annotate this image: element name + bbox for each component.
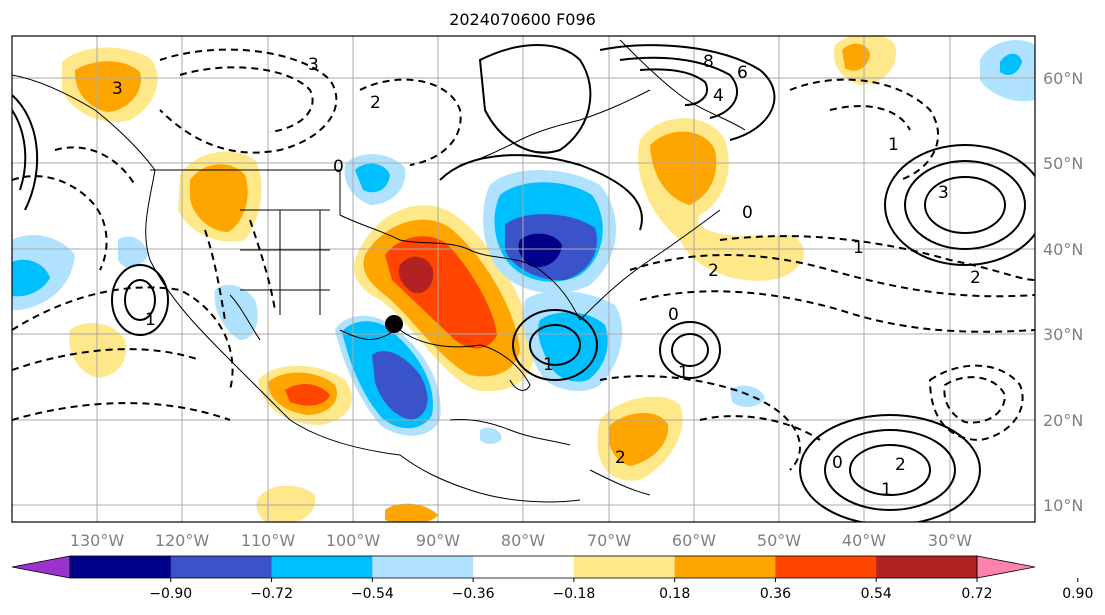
anomaly-alaska-core: [74, 61, 141, 112]
contours-solid: [12, 44, 1035, 522]
contour-label: 0: [742, 203, 753, 223]
colorbar-segment: [876, 556, 978, 578]
colorbar-segment: [271, 556, 373, 578]
plot-frame: [11, 35, 1036, 523]
anomaly-mexico-red: [285, 383, 330, 406]
lat-label: 50°N: [1043, 154, 1083, 173]
contour-label: 0: [668, 305, 679, 325]
lon-label: 60°W: [672, 531, 716, 550]
colorbar-tick-label: −0.18: [552, 586, 595, 602]
lon-label: 110°W: [241, 531, 296, 550]
anomaly-central-am: [256, 485, 316, 522]
anomaly-greenland-e2: [1000, 53, 1022, 75]
anomaly-caribbean-cool: [480, 427, 502, 444]
colorbar-segment: [372, 556, 474, 578]
colorbar-segment: [473, 556, 575, 578]
colorbar-segment: [70, 556, 172, 578]
colorbar-tick-label: 0.72: [961, 586, 992, 602]
colorbar-tick-label: −0.36: [452, 586, 495, 602]
contour-label: 1: [678, 363, 689, 383]
latitude-labels: 60°N 50°N 40°N 30°N 20°N 10°N: [1043, 69, 1083, 515]
lon-label: 80°W: [501, 531, 545, 550]
contour-label: 0: [333, 157, 344, 177]
anomaly-canada-core: [355, 163, 390, 193]
contour-label: 3: [112, 79, 123, 99]
anomaly-pacific-w2: [12, 259, 50, 297]
contour-labels: 3 4 6 8 0 2 1 3 2 1 2 0 1 2 0 1 1 1 2 0 …: [112, 52, 981, 500]
contour-label: 1: [543, 355, 554, 375]
anomaly-caribbean-core: [608, 412, 669, 466]
contour-label: 3: [308, 55, 319, 75]
storm-position-marker: [385, 315, 403, 333]
lat-label: 60°N: [1043, 69, 1083, 88]
colorbar-segment: [573, 556, 676, 578]
contour-label: 6: [737, 63, 748, 83]
lon-label: 70°W: [587, 531, 631, 550]
anomaly-rockies-core: [190, 164, 248, 232]
lat-label: 20°N: [1043, 411, 1083, 430]
anomaly-gulf-blue: [372, 351, 428, 420]
anomaly-newfoundland-core: [650, 131, 717, 205]
contour-label: 2: [370, 93, 381, 113]
lon-label: 50°W: [757, 531, 801, 550]
colorbar-segment: [170, 556, 273, 578]
lon-label: 30°W: [928, 531, 972, 550]
colorbar-tick-label: 0.36: [760, 586, 791, 602]
colorbar-segment: [674, 556, 776, 578]
contour-label: 2: [895, 455, 906, 475]
lat-label: 30°N: [1043, 325, 1083, 344]
lon-label: 90°W: [416, 531, 460, 550]
contour-label: 0: [832, 453, 843, 473]
lat-label: 10°N: [1043, 496, 1083, 515]
colorbar-outline: [69, 555, 978, 579]
contour-label: 8: [703, 52, 714, 72]
colorbar-segment: [775, 556, 877, 578]
anomaly-central-us-darkred: [398, 256, 434, 294]
coastlines: [12, 39, 746, 503]
lat-label: 40°N: [1043, 240, 1083, 259]
contour-label: 2: [708, 261, 719, 281]
anomaly-central-am-2: [385, 503, 438, 522]
contour-label: 1: [853, 238, 864, 258]
anomaly-midatlantic: [730, 385, 765, 407]
colorbar-tick-label: −0.72: [250, 586, 293, 602]
contours-dashed: [12, 48, 1035, 471]
map-title: 2024070600 F096: [449, 10, 596, 29]
contour-label: 1: [888, 135, 899, 155]
shaded-anomalies: [12, 36, 1035, 522]
anomaly-baja: [214, 284, 258, 340]
colorbar-extend-high: [976, 555, 1036, 579]
contour-label: 2: [615, 448, 626, 468]
colorbar-tick-label: 0.18: [659, 586, 690, 602]
lon-label: 40°W: [842, 531, 886, 550]
colorbar-tick-label: 0.54: [861, 586, 892, 602]
colorbar-tick-label: 0.90: [1062, 586, 1093, 602]
contour-label: 4: [713, 86, 724, 106]
contour-label: 1: [145, 310, 156, 330]
colorbar-tick-label: −0.54: [351, 586, 394, 602]
graticule: [12, 36, 1035, 522]
contour-label: 3: [938, 183, 949, 203]
longitude-labels: 130°W 120°W 110°W 100°W 90°W 80°W 70°W 6…: [70, 531, 972, 550]
lon-label: 130°W: [70, 531, 125, 550]
anomaly-pacific-w3: [118, 236, 148, 268]
colorbar-tick-label: −0.90: [149, 586, 192, 602]
colorbar-extend-low: [11, 555, 71, 579]
lon-label: 100°W: [326, 531, 381, 550]
contour-label: 2: [970, 268, 981, 288]
contour-label: 1: [881, 480, 892, 500]
colorbar: −0.90 −0.72 −0.54 −0.36 −0.18 0.18 0.36 0.54 0.7…: [11, 555, 1093, 602]
lon-label: 120°W: [155, 531, 210, 550]
anomaly-northeast-navy: [518, 233, 562, 268]
anomaly-greenland-core: [842, 43, 870, 71]
